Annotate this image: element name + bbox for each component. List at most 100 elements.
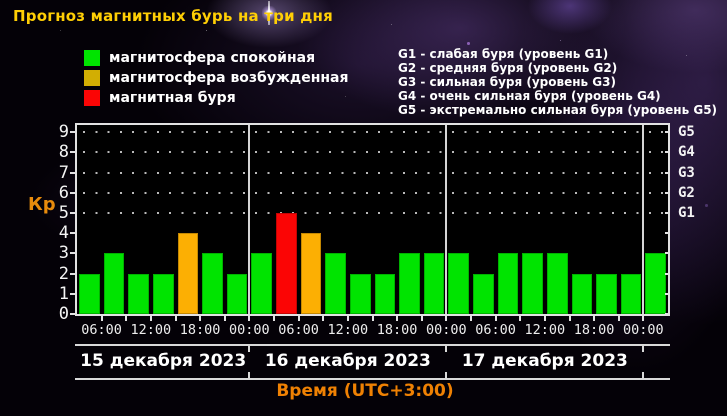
day-divider-line	[642, 125, 645, 314]
kp-bar	[497, 253, 519, 314]
kp-bar	[152, 273, 174, 314]
x-axis-title: Время (UTC+3:00)	[276, 381, 454, 401]
y-axis-title: Кр	[28, 194, 56, 215]
date-band-tick	[642, 372, 645, 378]
x-tick-label: 12:00	[524, 322, 566, 338]
y-tick-mark	[70, 292, 75, 295]
date-band-bottom-line	[75, 378, 670, 380]
day-divider-line	[445, 125, 448, 314]
x-tick-mark	[543, 316, 546, 321]
y-tick-label: 6	[58, 182, 69, 203]
x-tick-mark	[149, 316, 152, 321]
g-level-label: G2	[678, 184, 695, 201]
y-tick-mark	[70, 151, 75, 154]
bright-star-icon	[262, 1, 276, 25]
date-band-tick	[248, 346, 251, 352]
y-tick-label: 0	[58, 304, 69, 324]
x-tick-label: 00:00	[229, 322, 270, 338]
storm-level-line: G2 - средняя буря (уровень G2)	[398, 61, 618, 75]
y-tick-mark-right	[665, 191, 670, 194]
kp-bar	[546, 253, 568, 314]
kp-bar	[522, 253, 543, 314]
storm-level-line: G3 - сильная буря (уровень G3)	[398, 75, 616, 89]
y-tick-label: 7	[58, 162, 69, 183]
date-label: 15 декабря 2023	[80, 351, 247, 371]
x-tick-mark	[494, 316, 497, 321]
x-tick-mark	[470, 316, 472, 321]
x-tick-mark	[568, 316, 571, 321]
x-tick-mark	[371, 316, 374, 321]
kp-bar	[399, 253, 420, 314]
kp-bar	[473, 273, 494, 314]
storm-level-line: G5 - экстремально сильная буря (уровень …	[398, 103, 718, 117]
g-level-label: G1	[678, 205, 695, 221]
x-tick-label: 12:00	[130, 322, 172, 338]
grid-dotted-line	[83, 151, 664, 154]
g-level-label: G5	[678, 124, 695, 141]
kp-bar	[103, 253, 125, 314]
kp-bar	[177, 233, 199, 314]
x-tick-mark	[273, 316, 275, 321]
x-tick-label: 12:00	[327, 322, 369, 338]
x-tick-mark	[248, 316, 251, 321]
grid-dotted-line	[83, 131, 664, 134]
storm-level-line: G4 - очень сильная буря (уровень G4)	[398, 89, 661, 103]
y-tick-mark	[70, 171, 75, 174]
kp-bar	[128, 273, 149, 314]
kp-bar	[374, 273, 396, 314]
y-tick-mark	[70, 313, 75, 315]
y-tick-label: 1	[58, 283, 69, 304]
date-band-tick	[642, 346, 645, 352]
grid-dotted-line	[83, 191, 664, 194]
y-tick-mark	[70, 252, 75, 255]
kp-bar	[276, 213, 297, 314]
y-tick-label: 9	[58, 122, 69, 143]
y-tick-mark	[70, 272, 75, 275]
x-tick-mark	[642, 316, 645, 321]
kp-bar	[251, 253, 272, 314]
kp-bar	[596, 273, 617, 314]
y-tick-mark-right	[665, 292, 670, 295]
x-tick-mark	[199, 316, 202, 321]
x-tick-mark	[519, 316, 522, 321]
page-title: Прогноз магнитных бурь на три дня	[13, 7, 333, 25]
y-tick-mark	[70, 232, 75, 235]
g-level-label: G4	[678, 144, 695, 161]
legend-label: магнитосфера спокойная	[109, 50, 316, 66]
kp-bar	[423, 253, 445, 314]
x-tick-mark	[100, 316, 103, 321]
y-tick-mark-right	[665, 313, 670, 315]
legend-label: магнитная буря	[109, 90, 236, 106]
x-tick-mark	[223, 316, 226, 321]
storm-level-list: G1 - слабая буря (уровень G1) G2 - средня…	[398, 47, 717, 117]
x-tick-label: 18:00	[573, 322, 615, 338]
x-tick-mark	[396, 316, 399, 321]
y-tick-mark-right	[665, 252, 670, 255]
y-tick-mark	[70, 191, 75, 194]
x-tick-mark	[593, 316, 596, 321]
date-band-tick	[445, 372, 448, 378]
kp-bar	[325, 253, 346, 314]
g-level-label: G3	[678, 164, 695, 181]
kp-bar	[571, 273, 593, 314]
kp-bar	[448, 253, 469, 314]
kp-bar	[202, 253, 223, 314]
storm-level-line: G1 - слабая буря (уровень G1)	[398, 47, 609, 61]
x-tick-label: 00:00	[426, 322, 467, 338]
kp-bar	[300, 233, 322, 314]
date-band-tick	[248, 372, 251, 378]
y-tick-label: 4	[58, 223, 69, 244]
kp-bar	[226, 273, 248, 314]
y-tick-mark	[70, 212, 75, 214]
date-band-tick	[445, 346, 448, 352]
kp-bar	[620, 273, 642, 314]
y-tick-mark-right	[665, 171, 670, 174]
x-tick-mark	[346, 316, 349, 321]
legend-swatch-storm	[84, 90, 100, 106]
x-tick-mark	[445, 316, 448, 321]
date-label: 17 декабря 2023	[461, 351, 628, 371]
x-tick-label: 00:00	[623, 322, 664, 338]
kp-bar	[349, 273, 371, 314]
y-tick-mark-right	[665, 232, 670, 235]
